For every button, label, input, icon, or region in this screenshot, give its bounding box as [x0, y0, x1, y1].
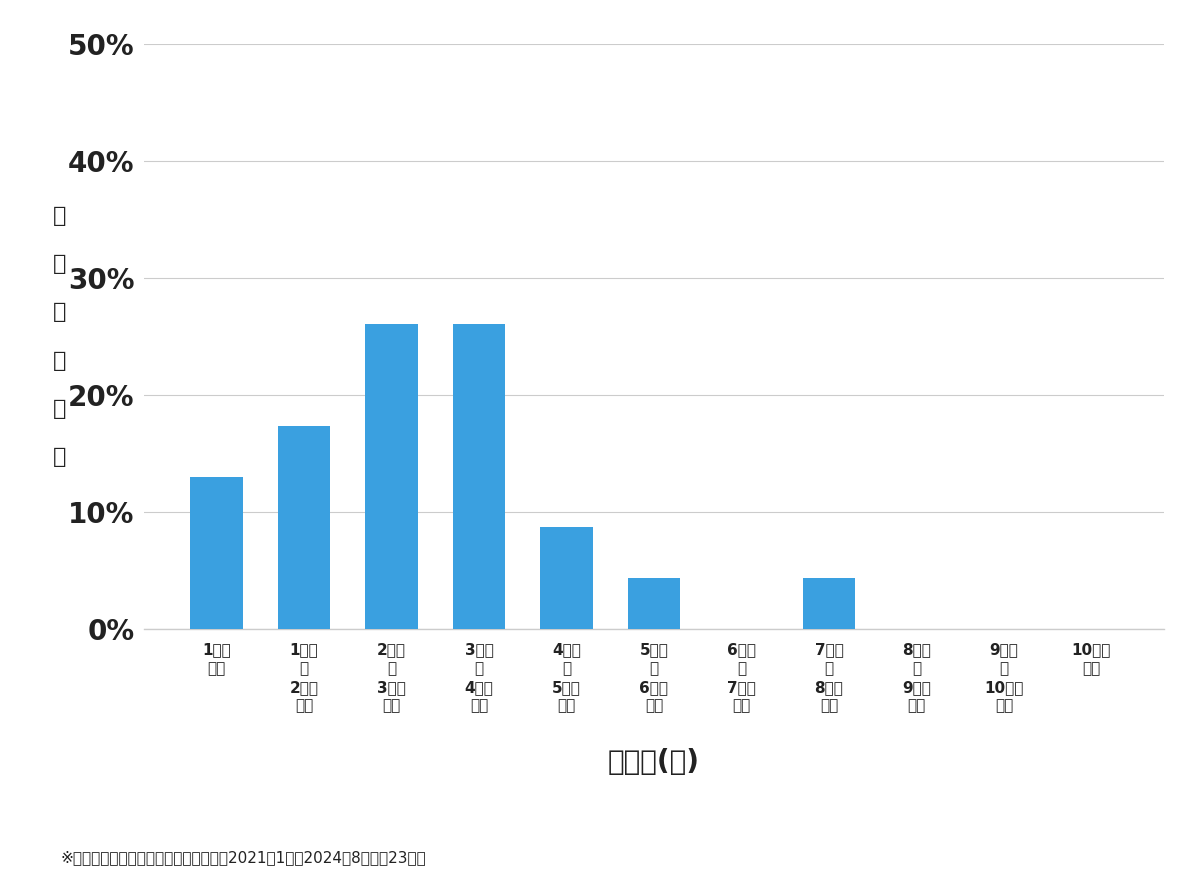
Text: 格: 格	[53, 254, 67, 274]
Bar	[628, 579, 680, 629]
Text: 合: 合	[53, 447, 67, 467]
X-axis label: 価格帯(円): 価格帯(円)	[608, 748, 700, 776]
Bar	[452, 323, 505, 629]
Bar	[540, 527, 593, 629]
Bar	[803, 579, 856, 629]
Bar	[278, 426, 330, 629]
Bar	[365, 323, 418, 629]
Text: 価: 価	[53, 206, 67, 226]
Text: の: の	[53, 350, 67, 371]
Text: 帯: 帯	[53, 302, 67, 323]
Text: ※弊社受付の案件を対象に集計（期間：2021年1月～2024年8月、要23件）: ※弊社受付の案件を対象に集計（期間：2021年1月～2024年8月、要23件）	[60, 850, 426, 865]
Bar	[191, 476, 242, 629]
Text: 割: 割	[53, 399, 67, 419]
